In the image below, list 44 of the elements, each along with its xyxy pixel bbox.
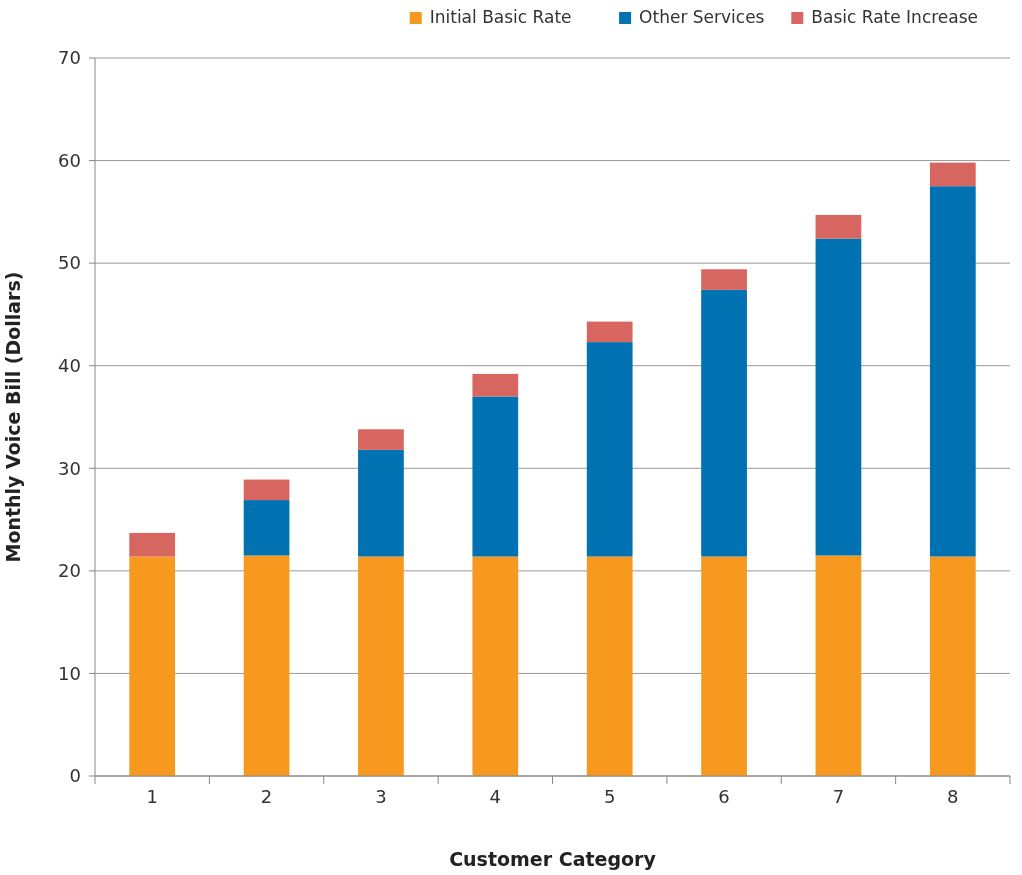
y-tick-label: 0 bbox=[69, 765, 81, 787]
x-tick-label: 1 bbox=[146, 786, 158, 807]
bar bbox=[129, 532, 176, 557]
bar bbox=[129, 556, 176, 776]
bar bbox=[929, 556, 976, 776]
bar bbox=[243, 479, 290, 501]
bar bbox=[701, 289, 747, 557]
y-tick-label: 40 bbox=[58, 355, 81, 377]
x-tick-label: 7 bbox=[832, 786, 845, 807]
y-tick-label: 50 bbox=[58, 252, 81, 274]
bar bbox=[243, 555, 290, 776]
x-tick-label: 8 bbox=[947, 786, 959, 807]
bar bbox=[929, 186, 976, 557]
legend-label: Basic Rate Increase bbox=[811, 7, 979, 27]
bar bbox=[586, 556, 633, 776]
bar bbox=[586, 321, 633, 343]
y-tick-label: 60 bbox=[58, 149, 81, 171]
x-tick-label: 6 bbox=[718, 786, 730, 807]
bar bbox=[586, 342, 633, 557]
bar bbox=[358, 429, 404, 450]
bar bbox=[815, 214, 862, 239]
bar bbox=[815, 555, 862, 776]
x-tick-label: 4 bbox=[489, 786, 502, 807]
bar bbox=[243, 500, 290, 556]
bar bbox=[472, 373, 519, 397]
bar bbox=[701, 269, 747, 290]
bar bbox=[815, 238, 862, 556]
bar bbox=[472, 556, 519, 776]
bar bbox=[358, 449, 404, 557]
bar bbox=[358, 556, 404, 776]
x-tick-label: 5 bbox=[603, 786, 616, 807]
bar bbox=[472, 396, 519, 557]
y-tick-label: 70 bbox=[58, 47, 81, 69]
x-tick-label: 3 bbox=[375, 786, 387, 807]
y-tick-label: 30 bbox=[58, 457, 81, 479]
bar bbox=[929, 162, 976, 187]
legend-label: Initial Basic Rate bbox=[429, 7, 572, 27]
x-tick-label: 2 bbox=[260, 786, 273, 807]
y-tick-label: 10 bbox=[58, 662, 81, 684]
bar bbox=[701, 556, 747, 776]
legend-label: Other Services bbox=[639, 7, 765, 27]
y-axis-title: Monthly Voice Bill (Dollars) bbox=[2, 271, 24, 563]
x-axis-title: Customer Category bbox=[449, 848, 657, 870]
y-tick-label: 20 bbox=[58, 560, 81, 582]
